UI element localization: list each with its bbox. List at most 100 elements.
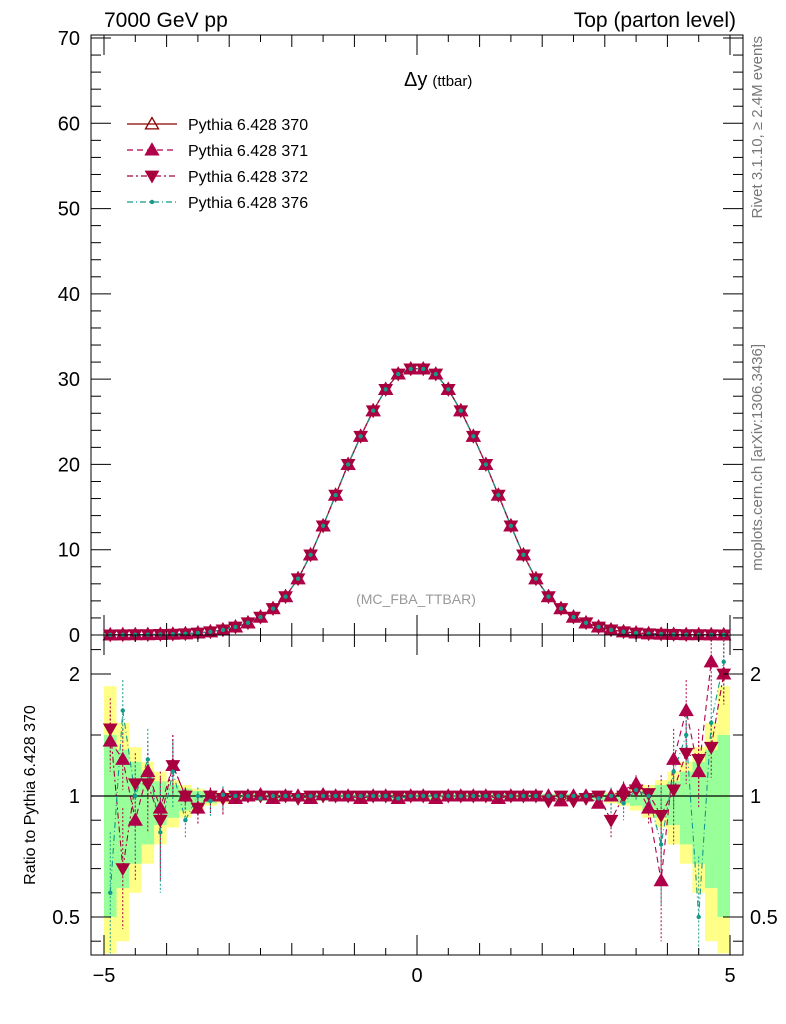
legend-label: Pythia 6.428 370 bbox=[188, 117, 308, 134]
ratio-point bbox=[703, 653, 719, 668]
data-point bbox=[433, 371, 438, 377]
data-point bbox=[308, 552, 313, 558]
data-point bbox=[233, 624, 238, 630]
ratio-ylabel: Ratio to Pythia 6.428 370 bbox=[22, 705, 39, 885]
ratio-point bbox=[671, 769, 676, 774]
ratio-band-inner bbox=[704, 749, 718, 888]
ratio-point bbox=[140, 778, 156, 792]
ratio-point bbox=[683, 732, 689, 738]
ratio-point bbox=[195, 793, 201, 799]
ratio-point bbox=[421, 793, 426, 799]
data-point bbox=[471, 434, 476, 439]
ratio-point bbox=[621, 801, 626, 806]
ratio-ytick-label-right: 1 bbox=[750, 786, 761, 808]
ratio-ytick-label-left: 2 bbox=[69, 664, 80, 686]
ratio-series bbox=[102, 631, 732, 954]
mcplots-label: mcplots.cern.ch [arXiv:1306.3436] bbox=[749, 344, 766, 571]
data-point bbox=[220, 627, 226, 633]
data-point bbox=[421, 366, 426, 372]
ratio-point bbox=[721, 659, 726, 664]
data-point bbox=[483, 462, 489, 467]
data-point bbox=[446, 387, 451, 392]
ratio-band-inner bbox=[104, 735, 117, 917]
ratio-point bbox=[653, 809, 669, 823]
data-point bbox=[396, 371, 401, 377]
ratio-point bbox=[127, 812, 143, 826]
legend-label: Pythia 6.428 376 bbox=[188, 195, 308, 212]
data-point bbox=[496, 492, 501, 498]
legend-label: Pythia 6.428 371 bbox=[188, 143, 308, 160]
ratio-point bbox=[127, 778, 143, 792]
ratio-point bbox=[120, 708, 125, 713]
ratio-point bbox=[408, 793, 413, 799]
ratio-point bbox=[508, 793, 514, 799]
main-ytick-label: 30 bbox=[58, 369, 80, 391]
data-point bbox=[621, 629, 626, 634]
data-point bbox=[633, 630, 639, 636]
main-ytick-label: 70 bbox=[58, 28, 80, 50]
ratio-point bbox=[596, 796, 601, 801]
legend: Pythia 6.428 370 Pythia 6.428 371 Pythia 6… bbox=[127, 116, 308, 212]
ratio-xtick-labels: −5 0 5 bbox=[93, 965, 736, 987]
data-point bbox=[258, 614, 263, 620]
legend-marker bbox=[149, 199, 155, 205]
ratio-point bbox=[170, 769, 176, 774]
main-ytick-label: 20 bbox=[58, 454, 80, 476]
ratio-point bbox=[666, 784, 682, 798]
ratio-point bbox=[608, 793, 614, 799]
ratio-point bbox=[358, 793, 363, 799]
ratio-point bbox=[640, 800, 657, 814]
ratio-point bbox=[290, 793, 306, 806]
data-point bbox=[508, 523, 514, 529]
ratio-point bbox=[703, 741, 719, 755]
ratio-point bbox=[190, 802, 206, 816]
data-point bbox=[546, 594, 551, 599]
data-point bbox=[608, 627, 614, 633]
ratio-point bbox=[102, 733, 118, 747]
ratio-point bbox=[633, 787, 639, 793]
ratio-point bbox=[383, 793, 388, 799]
data-point bbox=[383, 387, 388, 392]
ratio-point bbox=[140, 763, 156, 778]
ratio-point bbox=[658, 842, 664, 847]
ratio-point bbox=[678, 702, 694, 717]
data-point bbox=[533, 576, 539, 581]
ratio-point bbox=[115, 751, 131, 765]
ratio-ytick-labels: 0.5 0.5 1 1 2 2 bbox=[52, 664, 778, 929]
ratio-ytick-label-right: 0.5 bbox=[750, 907, 778, 929]
main-ytick-label: 0 bbox=[69, 625, 80, 647]
ratio-point bbox=[158, 830, 163, 835]
legend-label: Pythia 6.428 372 bbox=[188, 169, 308, 186]
ratio-panel: 0.5 0.5 1 1 2 2 −5 0 5 Ratio to Pythia 6.428 37… bbox=[22, 631, 778, 987]
data-point bbox=[158, 632, 163, 637]
ratio-point bbox=[533, 793, 539, 799]
ratio-point bbox=[616, 790, 631, 804]
watermark: (MC_FBA_TTBAR) bbox=[356, 591, 476, 607]
ratio-point bbox=[716, 668, 732, 682]
ratio-point bbox=[546, 793, 551, 799]
ratio-band-inner bbox=[679, 771, 693, 845]
data-point bbox=[345, 462, 351, 467]
ratio-point bbox=[320, 793, 326, 799]
ratio-point bbox=[583, 793, 589, 799]
main-ytick-label: 10 bbox=[58, 540, 80, 562]
data-point bbox=[320, 523, 326, 529]
data-point bbox=[170, 631, 176, 637]
ratio-point bbox=[178, 790, 193, 804]
ratio-ytick-label-right: 2 bbox=[750, 664, 761, 686]
ratio-band-inner bbox=[141, 771, 155, 845]
data-point bbox=[583, 620, 589, 626]
ratio-point bbox=[396, 796, 401, 801]
ratio-point bbox=[646, 793, 651, 799]
ratio-point bbox=[433, 793, 438, 799]
ratio-point bbox=[333, 793, 338, 799]
ratio-point bbox=[370, 793, 376, 799]
ratio-point bbox=[152, 800, 168, 814]
ratio-point bbox=[521, 793, 526, 799]
ratio-point bbox=[295, 793, 301, 799]
data-point bbox=[245, 620, 251, 626]
data-point bbox=[208, 629, 213, 634]
data-point bbox=[283, 594, 288, 599]
ratio-series-line bbox=[109, 673, 725, 869]
ratio-xtick-label: −5 bbox=[93, 965, 116, 987]
